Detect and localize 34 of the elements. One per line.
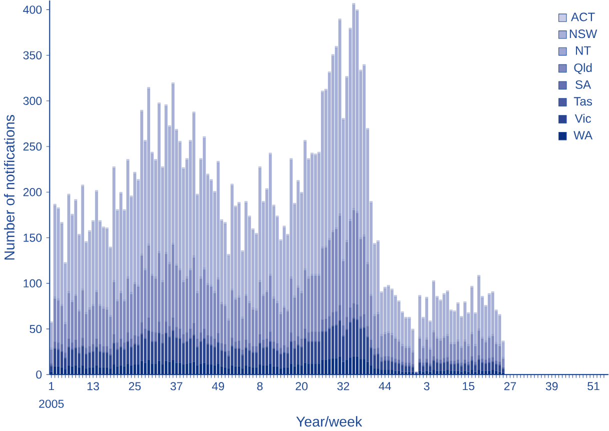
x-tick-label: 20: [296, 382, 308, 390]
legend-label: ACT: [570, 12, 595, 22]
x-tick-label: 1: [49, 382, 54, 390]
x-tick-label: 8: [257, 382, 263, 390]
x-tick-label: 32: [337, 382, 350, 390]
y-tick-label: 100: [24, 279, 42, 288]
x-tick-label: 25: [128, 382, 141, 390]
y-tick-label: 50: [30, 325, 42, 334]
y-tick-label: 250: [23, 142, 42, 151]
y-tick-label: 350: [23, 51, 42, 60]
x-tick-label: 3: [424, 382, 430, 390]
legend-label: NSW: [570, 30, 598, 38]
y-axis-title: Number of notifications: [4, 115, 15, 260]
y-tick-label: 0: [36, 370, 42, 379]
y-tick-label: 200: [23, 188, 42, 196]
x-tick-label: 13: [88, 382, 99, 390]
legend-label: Tas: [574, 97, 592, 106]
x-tick-label: 27: [504, 382, 516, 390]
text: 2005: [39, 400, 64, 408]
y-tick-label: 150: [24, 234, 42, 242]
legend-label: WA: [574, 131, 593, 140]
x-tick-label: 51: [588, 382, 600, 390]
x-tick-label: 44: [378, 382, 392, 390]
legend-label: NT: [576, 46, 591, 55]
x-axis-title: Year/week: [296, 416, 362, 427]
x-tick-label: 15: [462, 382, 474, 390]
legend-label: Vic: [574, 114, 592, 123]
x-tick-label: 39: [546, 382, 558, 390]
y-tick-label: 400: [23, 6, 42, 14]
x-tick-label: 37: [170, 382, 182, 390]
legend-label: SA: [576, 80, 592, 90]
y-tick-label: 300: [23, 96, 42, 106]
legend-label: Qld: [574, 63, 592, 74]
x-tick-label: 49: [212, 382, 224, 390]
